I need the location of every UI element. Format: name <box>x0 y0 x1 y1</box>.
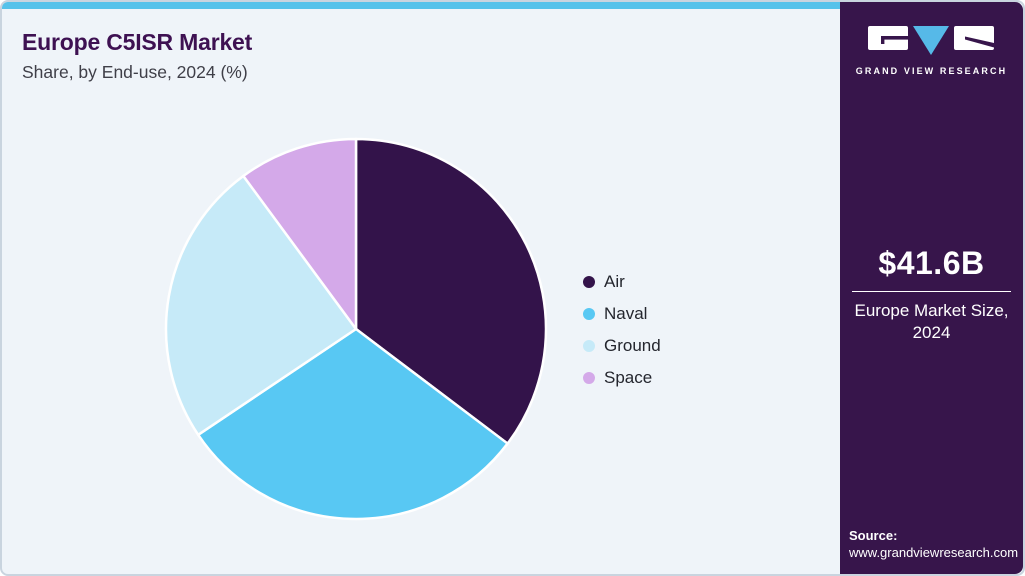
pie-slice-ground <box>164 174 358 437</box>
gvr-logo-icon <box>867 26 994 55</box>
legend-label-space: Space <box>604 367 653 387</box>
legend-marker-naval <box>583 307 595 320</box>
brand-logo-block: GRAND VIEW RESEARCH <box>840 26 1023 76</box>
side-panel: GRAND VIEW RESEARCH $41.6B Europe Market… <box>840 2 1023 574</box>
title-block: Europe C5ISR Market Share, by End-use, 2… <box>22 29 252 83</box>
page-subtitle: Share, by End-use, 2024 (%) <box>22 62 248 82</box>
page-title: Europe C5ISR Market <box>22 29 253 55</box>
stat-divider <box>852 291 1011 292</box>
legend-marker-space <box>583 371 595 384</box>
source-label: Source: <box>849 528 898 543</box>
pie-slice-naval <box>196 327 509 521</box>
legend-marker-ground <box>583 339 595 352</box>
pie-slice-air <box>354 137 548 445</box>
source-block: Source: www.grandviewresearch.com <box>849 528 1019 560</box>
legend-item-space: Space <box>583 367 661 388</box>
stat-caption-line1: Europe Market Size, <box>854 301 1009 320</box>
source-url: www.grandviewresearch.com <box>849 545 1019 560</box>
stat-caption: Europe Market Size, 2024 <box>840 300 1023 344</box>
legend-item-ground: Ground <box>583 335 661 356</box>
pie-slice-space <box>242 137 358 331</box>
top-accent-strip <box>2 2 840 9</box>
legend-marker-air <box>583 275 595 288</box>
brand-name: GRAND VIEW RESEARCH <box>855 66 1008 76</box>
stat-value: $41.6B <box>878 245 985 281</box>
legend-label-ground: Ground <box>604 335 661 355</box>
stat-caption-line2: 2024 <box>912 323 951 343</box>
legend-item-naval: Naval <box>583 303 661 324</box>
market-size-stat: $41.6B Europe Market Size, 2024 <box>840 245 1023 344</box>
chart-legend: Air Naval Ground Space <box>583 271 661 388</box>
legend-label-air: Air <box>604 271 625 291</box>
legend-label-naval: Naval <box>604 303 648 323</box>
legend-item-air: Air <box>583 271 661 292</box>
pie-chart <box>164 137 548 521</box>
